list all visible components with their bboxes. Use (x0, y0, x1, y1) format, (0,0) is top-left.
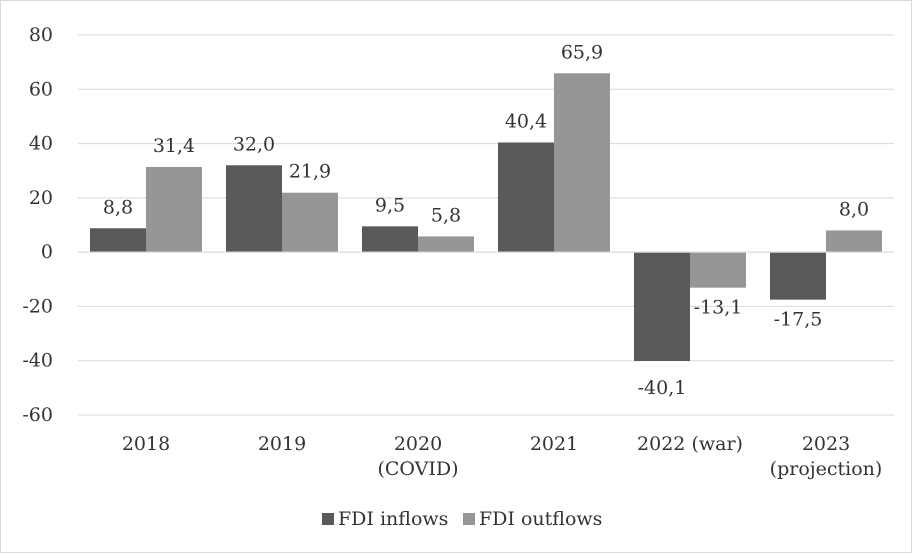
category-label: 2022 (war) (637, 433, 743, 455)
bars (90, 73, 882, 361)
legend-label: FDI inflows (338, 508, 448, 530)
bar-inflows (362, 226, 418, 253)
bar-outflows (418, 236, 474, 253)
data-label: -40,1 (638, 377, 687, 399)
data-label: -13,1 (694, 297, 743, 319)
bar-inflows (90, 228, 146, 253)
y-tick-label: 60 (29, 78, 53, 100)
y-tick-label: -40 (22, 350, 53, 372)
bar-outflows (690, 252, 746, 288)
gridlines (78, 34, 894, 416)
bar-inflows (634, 252, 690, 361)
category-label: 2019 (258, 433, 306, 455)
y-tick-label: -60 (22, 404, 53, 426)
bar-inflows (226, 165, 282, 253)
legend-label: FDI outflows (479, 508, 602, 530)
data-label: 5,8 (431, 204, 461, 226)
category-label: 2020 (394, 433, 442, 455)
category-label: 2021 (530, 433, 578, 455)
category-label: (projection) (770, 458, 883, 480)
bar-inflows (770, 252, 826, 300)
category-label: 2018 (122, 433, 170, 455)
data-label: 40,4 (505, 110, 547, 132)
y-tick-label: 40 (29, 133, 53, 155)
y-tick-label: 0 (41, 241, 53, 263)
bar-outflows (826, 230, 882, 253)
legend: FDI inflows FDI outflows (322, 508, 602, 530)
data-label: 9,5 (375, 194, 405, 216)
data-label: 21,9 (289, 161, 331, 183)
bar-inflows (498, 142, 554, 253)
y-tick-label: -20 (22, 295, 53, 317)
y-tick-label: 80 (29, 24, 53, 46)
legend-swatch (322, 513, 334, 525)
bar-outflows (554, 73, 610, 253)
data-label: 31,4 (153, 135, 195, 157)
data-label: -17,5 (774, 309, 823, 331)
bar-outflows (146, 166, 202, 253)
data-labels: 8,8 32,0 9,5 40,4 -40,1 -17,5 31,4 21,9 5,8 65,9 -… (103, 41, 869, 399)
category-label: 2023 (802, 433, 850, 455)
y-axis-ticks: 80 60 40 20 0 -20 -40 -60 (22, 24, 53, 426)
data-label: 32,0 (233, 133, 275, 155)
data-label: 8,8 (103, 196, 133, 218)
data-label: 8,0 (839, 198, 869, 220)
legend-swatch (463, 513, 475, 525)
y-tick-label: 20 (29, 187, 53, 209)
data-label: 65,9 (561, 41, 603, 63)
bar-outflows (282, 192, 338, 253)
category-label: (COVID) (377, 458, 458, 480)
category-labels: 2018 2019 2020 (COVID) 2021 2022 (war) 2023 (pr… (122, 433, 883, 480)
